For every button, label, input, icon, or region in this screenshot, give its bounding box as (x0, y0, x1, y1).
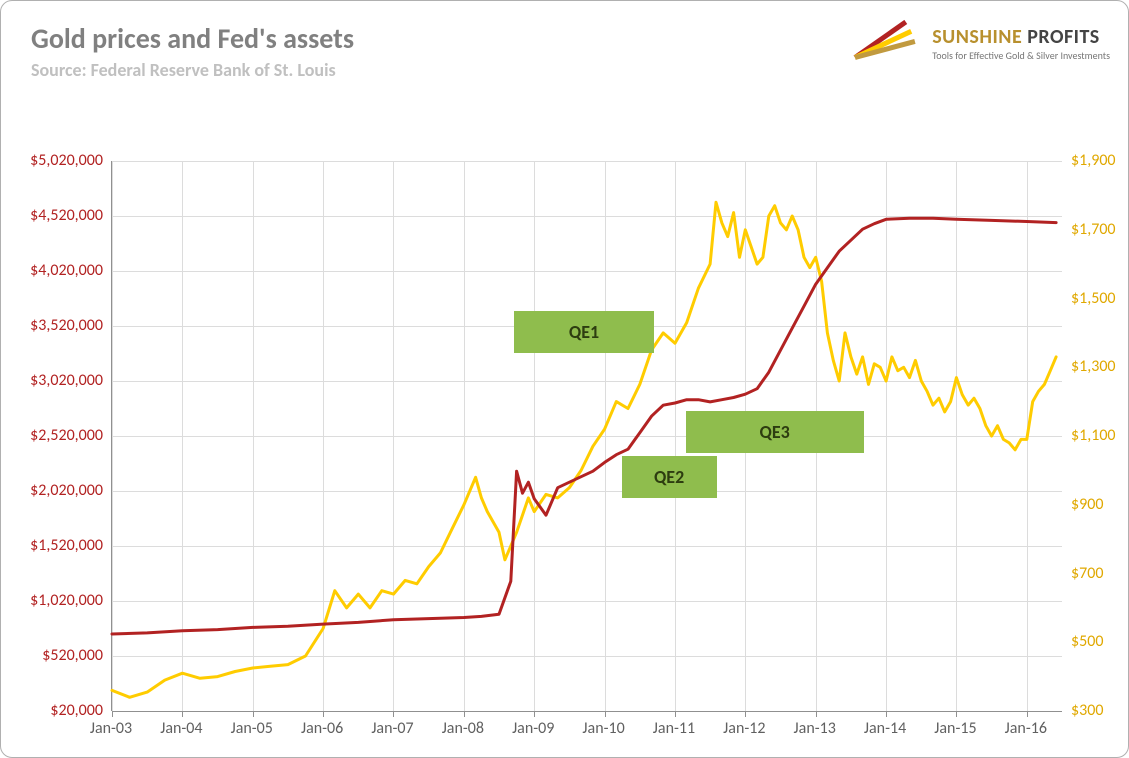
y-left-tick-label: $2,520,000 (30, 426, 103, 445)
series-gold-price (112, 202, 1056, 697)
x-tick-label: Jan-14 (864, 719, 906, 738)
chart-title: Gold prices and Fed's assets (31, 21, 354, 56)
plot-area: QE1 QE2QE3 (111, 161, 1062, 711)
y-right-tick-label: $1,300 (1071, 357, 1116, 376)
x-tick-label: Jan-16 (1005, 719, 1047, 738)
annotation-qe3: QE3 (686, 411, 864, 453)
logo-text-line1: SUNSHINE PROFITS (932, 25, 1110, 49)
y-right-tick-label: $1,700 (1071, 220, 1116, 239)
x-tick-label: Jan-04 (160, 719, 202, 738)
x-tick-label: Jan-05 (231, 719, 273, 738)
chart-frame: Gold prices and Fed's assets Source: Fed… (0, 0, 1129, 758)
y-left-tick-label: $1,520,000 (30, 536, 103, 555)
y-left-tick-label: $3,020,000 (30, 371, 103, 390)
y-left-tick-label: $5,020,000 (30, 151, 103, 170)
series-fed-assets (112, 218, 1056, 634)
x-tick-label: Jan-03 (90, 719, 132, 738)
x-tick-label: Jan-10 (582, 719, 624, 738)
y-left-tick-label: $20,000 (50, 701, 103, 720)
y-left-tick-label: $4,520,000 (30, 206, 103, 225)
y-left-tick-label: $520,000 (42, 646, 103, 665)
annotation-qe1: QE1 (514, 311, 655, 353)
x-tick-label: Jan-07 (371, 719, 413, 738)
x-tick-label: Jan-15 (934, 719, 976, 738)
logo-rays-icon (855, 23, 923, 63)
logo-text-line2: Tools for Effective Gold & Silver Invest… (932, 49, 1110, 62)
y-right-tick-label: $700 (1071, 564, 1103, 583)
y-right-tick-label: $1,500 (1071, 289, 1116, 308)
x-tick-label: Jan-09 (512, 719, 554, 738)
y-left-tick-label: $1,020,000 (30, 591, 103, 610)
y-right-tick-label: $1,900 (1071, 151, 1116, 170)
x-tick-label: Jan-13 (794, 719, 836, 738)
y-right-tick-label: $900 (1071, 495, 1103, 514)
y-left-tick-label: $3,520,000 (30, 316, 103, 335)
x-tick-label: Jan-06 (301, 719, 343, 738)
x-tick-label: Jan-12 (723, 719, 765, 738)
annotation-qe2: QE2 (622, 456, 717, 498)
y-right-tick-label: $500 (1071, 632, 1103, 651)
y-left-tick-label: $2,020,000 (30, 481, 103, 500)
y-right-tick-label: $1,100 (1071, 426, 1116, 445)
y-right-tick-label: $300 (1071, 701, 1103, 720)
publisher-logo: SUNSHINE PROFITS Tools for Effective Gol… (830, 23, 1110, 63)
x-tick-label: Jan-08 (442, 719, 484, 738)
y-left-tick-label: $4,020,000 (30, 261, 103, 280)
series-container (112, 161, 1062, 711)
x-tick-label: Jan-11 (653, 719, 695, 738)
chart-subtitle: Source: Federal Reserve Bank of St. Loui… (31, 59, 336, 81)
